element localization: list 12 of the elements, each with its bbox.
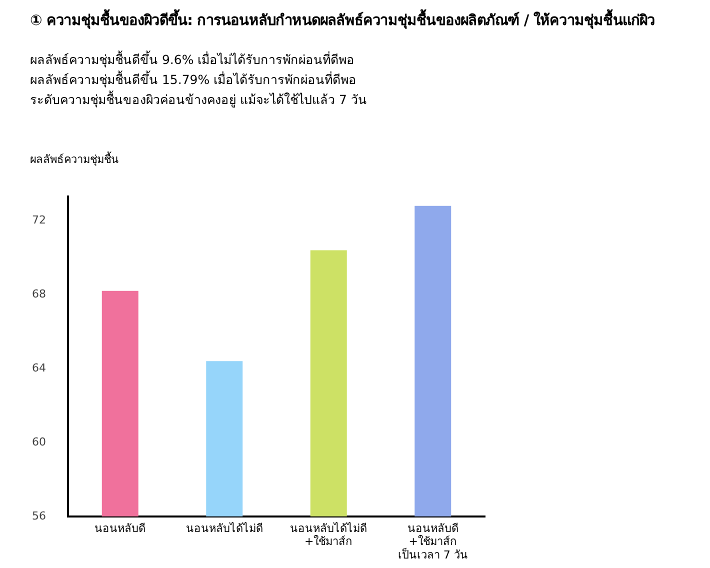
y-axis-title: ผลลัพธ์ความชุ่มชื้น — [30, 150, 119, 168]
y-tick-label: 64 — [32, 361, 46, 374]
x-tick-label: นอนหลับดี +ใช้มาส์ก เป็นเวลา 7 วัน — [398, 522, 468, 562]
y-tick-label: 56 — [32, 509, 46, 522]
x-tick-label: นอนหลับดี — [94, 522, 146, 535]
y-tick-label: 60 — [32, 435, 46, 448]
chart-title: ① ความชุ่มชื้นของผิวดีขึ้น: การนอนหลับกำหนดผลลัพธ์ความชุ่มชื้นของผลิตภัณฑ์ / ให้ความชุ่มชื้นแก่ผิว — [30, 8, 655, 31]
x-tick-label: นอนหลับได้ไม่ดี — [186, 522, 263, 535]
y-tick-label: 72 — [32, 213, 46, 226]
x-tick-label: นอนหลับได้ไม่ดี +ใช้มาส์ก — [290, 522, 368, 548]
chart-subtitle: ผลลัพธ์ความชุ่มชื้นดีขึ้น 9.6% เมื่อไม่ได้รับการพักผ่อนที่ดีพอ ผลลัพธ์ความชุ่มชื้นดีขึ้น 15.79% เมื่อได้รับการพักผ่อนที่ดีพอ ระดับความชุ่มชื้นของผิวค่อนข้างคงอยู่ แม้จะได้ใช้ไปแล้ว 7 วัน — [30, 50, 367, 110]
y-tick-label: 68 — [32, 287, 46, 300]
